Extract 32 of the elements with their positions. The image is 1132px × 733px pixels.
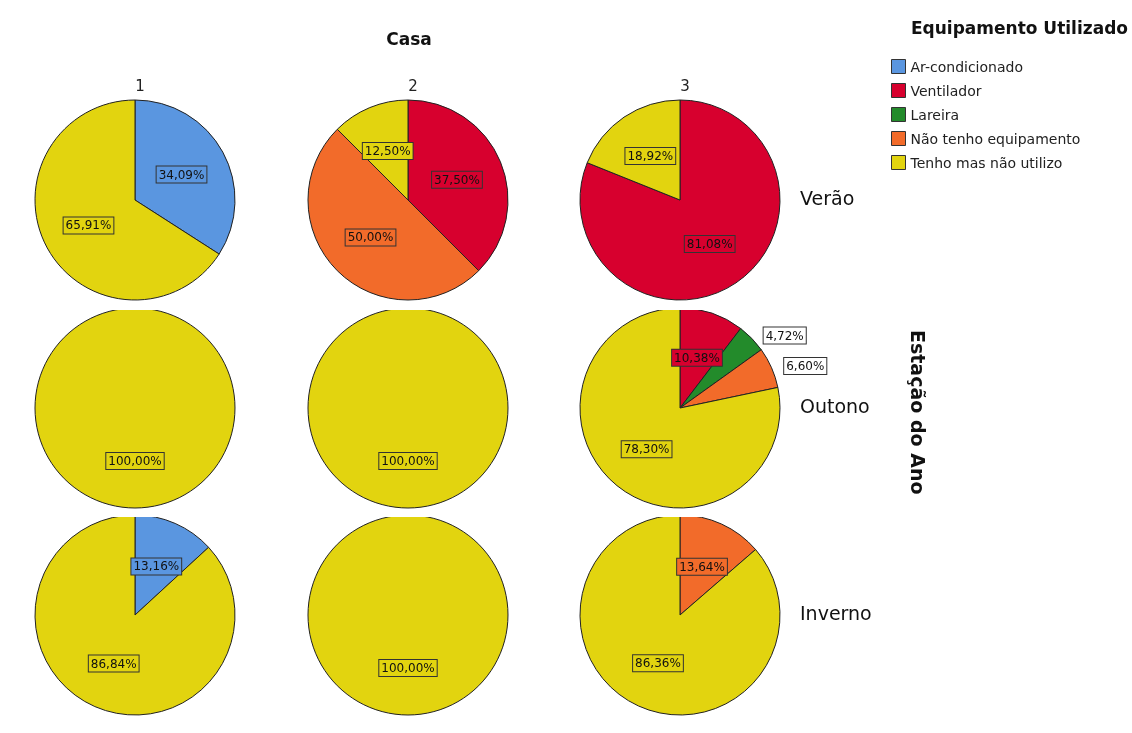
text: Outono: [800, 394, 870, 417]
data-label: 37,50%: [434, 172, 480, 187]
data-label: 13,16%: [133, 559, 180, 574]
category-label: Lareira: [910, 106, 960, 123]
data-label: 86,36%: [635, 656, 681, 671]
data-label: 100,00%: [381, 661, 435, 675]
data-label: 86,84%: [90, 656, 137, 671]
text: Verão: [800, 186, 855, 209]
chart-title: 1: [135, 76, 145, 95]
data-label: 50,00%: [347, 230, 394, 245]
data-label: 81,08%: [686, 236, 733, 251]
category-label: Não tenho equipamento: [910, 130, 1081, 147]
data-label: 6,60%: [786, 359, 825, 374]
data-label: 65,91%: [65, 218, 112, 233]
data-label: 4,72%: [765, 328, 804, 343]
text: Estação do Ano: [906, 330, 929, 495]
data-label: 12,50%: [364, 144, 411, 159]
text: Inverno: [800, 601, 872, 624]
data-label: 13,64%: [679, 559, 725, 574]
data-label: 78,30%: [623, 442, 670, 457]
category-label: Ventilador: [910, 82, 982, 99]
text: Casa: [386, 28, 432, 49]
category-label: Tenho mas não utilizo: [909, 154, 1063, 171]
chart-title: 2: [408, 76, 418, 95]
data-label: 100,00%: [108, 454, 162, 468]
data-label: 10,38%: [674, 350, 720, 365]
data-label: 34,09%: [158, 167, 205, 182]
data-label: 18,92%: [627, 149, 674, 164]
category-label: Ar-condicionado: [910, 58, 1023, 75]
chart-title: 3: [680, 76, 690, 95]
legend-title: Equipamento Utilizado: [910, 18, 1128, 38]
data-label: 100,00%: [381, 454, 435, 468]
